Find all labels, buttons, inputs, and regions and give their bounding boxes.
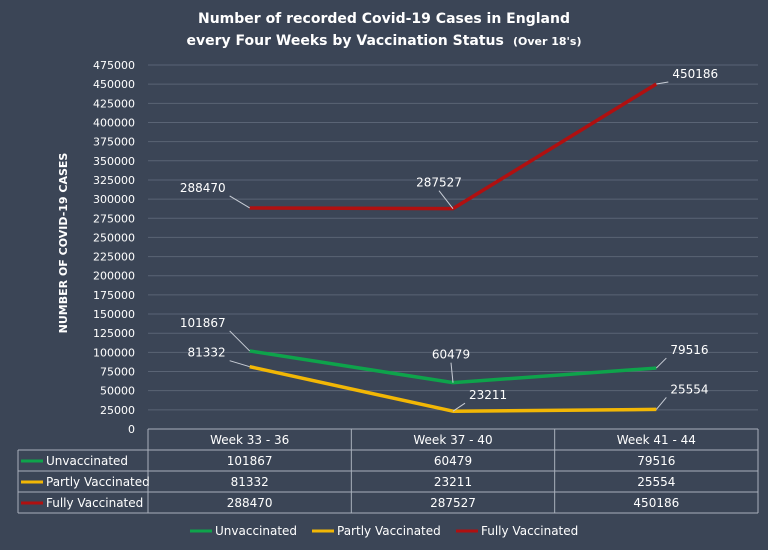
y-tick-label: 375000	[93, 136, 135, 149]
data-label: 60479	[432, 348, 470, 362]
y-tick-label: 150000	[93, 308, 135, 321]
data-labels: 101867 60479 79516 81332 23211 25554 288470 287…	[180, 67, 718, 412]
table-cell: 288470	[227, 496, 273, 510]
legend: Unvaccinated Partly Vaccinated Fully Vacci…	[190, 524, 578, 538]
data-label: 23211	[469, 388, 507, 402]
table-row-header: Partly Vaccinated	[46, 475, 150, 489]
legend-label: Unvaccinated	[215, 524, 297, 538]
y-tick-label: 200000	[93, 270, 135, 283]
y-tick-label: 300000	[93, 193, 135, 206]
chart-title-line1: Number of recorded Covid-19 Cases in Eng…	[198, 11, 570, 27]
y-tick-label: 400000	[93, 116, 135, 129]
leader-line	[655, 397, 667, 410]
legend-label: Fully Vaccinated	[481, 524, 578, 538]
series-line	[249, 82, 658, 211]
y-tick-label: 250000	[93, 231, 135, 244]
leader-line	[450, 362, 454, 383]
data-label: 25554	[670, 382, 708, 396]
y-axis-label: NUMBER OF COVID-19 CASES	[57, 153, 70, 334]
table-cell: 23211	[434, 475, 472, 489]
x-tick-label: Week 33 - 36	[210, 433, 289, 447]
table-cell: 101867	[227, 454, 273, 468]
y-tick-label: 450000	[93, 78, 135, 91]
y-tick-label: 325000	[93, 174, 135, 187]
table-cell: 25554	[637, 475, 675, 489]
data-label: 287527	[416, 176, 462, 190]
y-tick-label: 0	[128, 423, 135, 436]
y-tick-label: 125000	[93, 327, 135, 340]
y-tick-label: 350000	[93, 155, 135, 168]
table-cell: 450186	[633, 496, 679, 510]
leader-line	[656, 81, 669, 85]
data-label: 450186	[672, 67, 718, 81]
table-cell: 60479	[434, 454, 472, 468]
chart-title-suffix: (Over 18's)	[513, 35, 582, 48]
y-tick-label: 75000	[100, 366, 135, 379]
table-cell: 287527	[430, 496, 476, 510]
leader-line	[655, 357, 667, 369]
y-tick-label: 275000	[93, 212, 135, 225]
leader-line	[229, 195, 250, 209]
chart-title-main: every Four Weeks by Vaccination Status	[187, 33, 504, 49]
x-tick-label: Week 41 - 44	[617, 433, 696, 447]
table-row-header: Fully Vaccinated	[46, 496, 143, 510]
leader-line	[452, 402, 466, 412]
table-cell: 81332	[231, 475, 269, 489]
data-label: 288470	[180, 181, 226, 195]
leader-line	[229, 330, 251, 352]
table-row-header: Unvaccinated	[46, 454, 128, 468]
y-tick-label: 100000	[93, 346, 135, 359]
y-tick-label: 50000	[100, 385, 135, 398]
data-table: Week 33 - 36 Week 37 - 40 Week 41 - 44 Unva…	[17, 428, 759, 514]
data-label: 81332	[187, 346, 225, 360]
series-lines	[249, 82, 658, 413]
table-cell: 79516	[637, 454, 675, 468]
legend-label: Partly Vaccinated	[337, 524, 441, 538]
data-label: 101867	[180, 316, 226, 330]
y-tick-label: 25000	[100, 404, 135, 417]
chart-title-line2: every Four Weeks by Vaccination Status (…	[187, 30, 582, 49]
y-tick-label: 475000	[93, 59, 135, 72]
leader-line	[229, 360, 250, 368]
y-tick-label: 425000	[93, 97, 135, 110]
data-label: 79516	[670, 343, 708, 357]
x-tick-label: Week 37 - 40	[413, 433, 492, 447]
y-tick-labels: 0 25000 50000 75000 100000 125000 150000 175000…	[93, 59, 135, 436]
leader-line	[438, 190, 454, 209]
gridlines	[148, 64, 758, 430]
y-tick-label: 225000	[93, 251, 135, 264]
y-tick-label: 175000	[93, 289, 135, 302]
